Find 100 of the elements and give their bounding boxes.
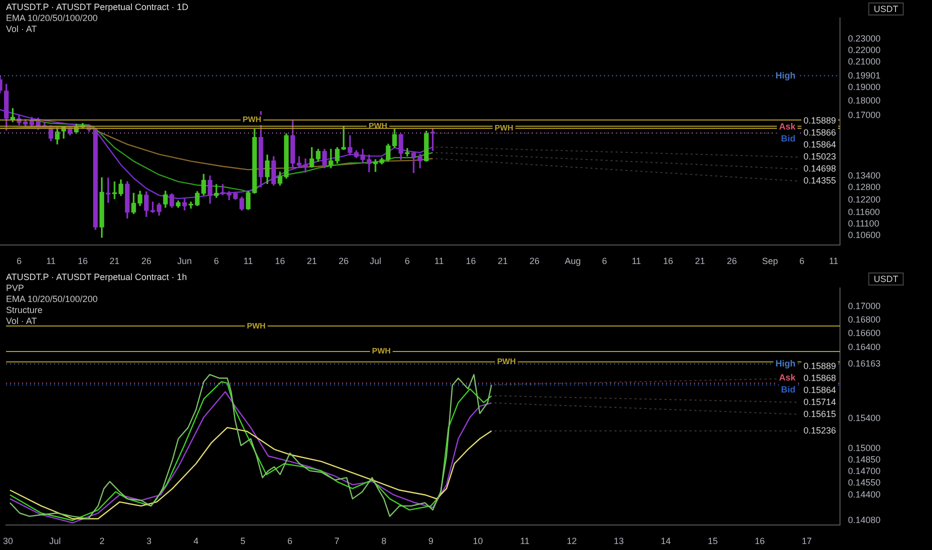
annotation: 0.15714	[803, 396, 836, 407]
x-tick-label: 6	[799, 256, 804, 266]
x-tick-label: 30	[3, 536, 14, 546]
chart-title: ATUSDT.P · ATUSDT Perpetual Contract · 1D	[6, 2, 188, 13]
chart-title: ATUSDT.P · ATUSDT Perpetual Contract · 1h	[6, 272, 187, 283]
y-tick-label: 0.19000	[848, 82, 881, 92]
y-tick-label: 0.12800	[848, 182, 881, 192]
ref-line-label: PWH	[246, 321, 266, 330]
y-tick-label: 0.18000	[848, 96, 881, 106]
ref-line-label: PWH	[497, 357, 516, 366]
x-tick-label: 17	[802, 536, 812, 546]
y-tick-label: 0.21000	[848, 56, 881, 67]
y-tick-label: 0.14080	[848, 514, 881, 525]
ref-line-label: Ask	[778, 122, 796, 132]
annotation: EMA 10/20/50/100/200	[6, 13, 99, 24]
x-tick-label: 14	[660, 536, 671, 546]
x-tick-label: Jul	[370, 256, 382, 266]
x-tick-label: 21	[498, 256, 508, 266]
x-tick-label: Jul	[49, 536, 61, 546]
y-tick-label: 0.16163	[848, 358, 881, 368]
y-tick-label: 0.11100	[848, 218, 880, 228]
x-tick-label: 3	[146, 536, 152, 546]
y-tick-label: 0.16600	[848, 328, 881, 338]
x-tick-label: 12	[566, 536, 577, 546]
ref-line-label: Bid	[780, 134, 796, 144]
x-tick-label: 11	[434, 256, 444, 266]
x-tick-label: 11	[632, 256, 642, 266]
x-tick-label: 6	[602, 256, 608, 266]
x-tick-label: 16	[466, 256, 476, 266]
x-tick-label: 6	[287, 536, 292, 546]
ref-line-label: High	[775, 70, 796, 80]
x-tick-label: 11	[828, 256, 838, 266]
x-tick-label: 16	[754, 536, 765, 546]
x-tick-label: 6	[16, 256, 22, 266]
y-tick-label: 0.19901	[848, 70, 881, 80]
y-tick-label: 0.14400	[848, 489, 881, 500]
y-tick-label: 0.17000	[848, 301, 881, 312]
annotation: 0.15236	[803, 425, 836, 436]
x-tick-label: 21	[694, 256, 706, 266]
y-tick-label: 0.10600	[848, 230, 881, 240]
x-tick-label: 10	[472, 536, 483, 546]
y-tick-label: 0.15000	[848, 443, 881, 454]
annotation: 0.15864	[803, 140, 836, 150]
x-tick-label: 13	[614, 536, 624, 546]
x-tick-label: Jun	[177, 256, 192, 266]
annotation: 0.15868	[803, 372, 836, 383]
y-tick-label: 0.16800	[848, 314, 881, 324]
y-tick-label: 0.14700	[848, 466, 881, 476]
annotation: EMA 10/20/50/100/200	[6, 294, 99, 305]
annotation: Vol · AT	[6, 316, 38, 327]
y-tick-label: 0.22000	[848, 44, 881, 55]
x-tick-label: 26	[141, 256, 152, 266]
x-tick-label: 4	[193, 536, 198, 546]
y-tick-label: 0.23000	[848, 34, 881, 44]
y-tick-label: 0.14850	[848, 454, 881, 464]
x-tick-label: 5	[240, 536, 246, 546]
x-tick-label: 7	[334, 536, 340, 546]
annotation: 0.15889	[803, 116, 836, 126]
x-tick-label: 26	[726, 256, 737, 266]
x-tick-label: 9	[428, 536, 434, 546]
annotation: PVP	[6, 283, 26, 294]
x-tick-label: Aug	[564, 256, 581, 266]
y-axis-title: USDT	[874, 4, 899, 14]
x-tick-label: 16	[663, 256, 674, 266]
annotation: 0.15023	[803, 152, 836, 162]
x-tick-label: 11	[244, 256, 253, 266]
x-tick-label: 21	[306, 256, 317, 266]
x-tick-label: 2	[99, 536, 104, 546]
x-tick-label: 11	[46, 256, 56, 266]
y-tick-label: 0.14550	[848, 478, 881, 488]
x-tick-label: 21	[110, 256, 120, 266]
x-tick-label: Sep	[762, 256, 778, 266]
x-tick-label: 6	[214, 256, 219, 266]
ref-line-label: Bid	[780, 384, 796, 395]
x-tick-label: 16	[274, 256, 286, 266]
y-axis-title: USDT	[874, 274, 899, 284]
ref-line-label: PWH	[494, 124, 514, 133]
annotation: Vol · AT	[6, 24, 38, 35]
x-tick-label: 8	[381, 536, 386, 546]
x-tick-label: 6	[404, 256, 410, 266]
ref-line-label: High	[775, 358, 796, 368]
annotation: Structure	[6, 305, 44, 316]
ref-line-label: Ask	[778, 372, 796, 383]
annotation: 0.14355	[803, 176, 836, 186]
y-tick-label: 0.16400	[848, 342, 881, 352]
x-tick-label: 15	[708, 536, 718, 546]
y-tick-label: 0.11600	[848, 207, 880, 218]
ref-line-label: PWH	[372, 346, 391, 356]
x-tick-label: 11	[520, 536, 530, 546]
y-tick-label: 0.13400	[848, 170, 881, 181]
annotation: 0.15866	[803, 128, 836, 138]
x-tick-label: 26	[338, 256, 349, 266]
x-tick-label: 16	[78, 256, 88, 266]
x-tick-label: 26	[530, 256, 540, 266]
annotation: 0.15889	[803, 360, 836, 371]
y-tick-label: 0.12200	[848, 194, 881, 204]
y-tick-label: 0.15400	[848, 413, 881, 424]
ref-line-label: PWH	[242, 115, 262, 124]
annotation: 0.15864	[803, 384, 836, 395]
annotation: 0.14698	[803, 164, 836, 174]
